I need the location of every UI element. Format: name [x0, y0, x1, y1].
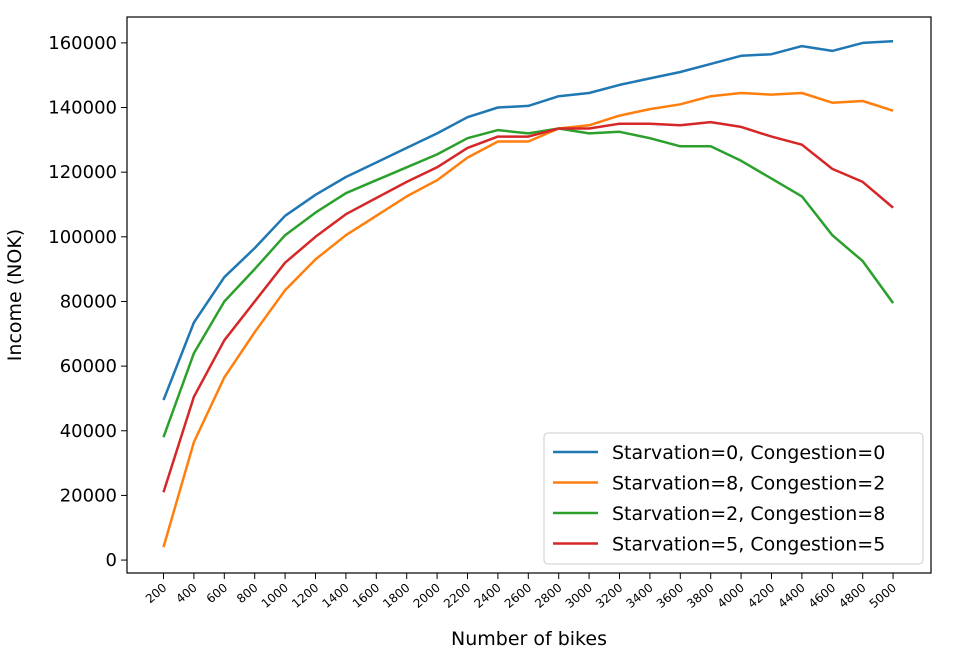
x-tick-label: 3400 — [623, 581, 655, 611]
y-axis: 0 20000 40000 60000 80000 100000 120000 140000 1… — [48, 33, 127, 571]
x-tick-label: 3200 — [593, 581, 625, 611]
x-tick-label: 4400 — [775, 581, 807, 611]
y-tick-label: 120000 — [48, 162, 117, 183]
x-tick-label: 4200 — [745, 581, 777, 611]
x-axis: 200 400 600 8001000120014001600180020002200… — [143, 573, 899, 611]
x-tick-label: 1800 — [380, 581, 412, 611]
y-tick-label: 40000 — [60, 421, 117, 442]
x-tick-label: 1400 — [319, 581, 351, 611]
y-tick-label: 160000 — [48, 33, 117, 54]
series-line-3 — [162, 127, 895, 438]
x-tick-label: 3600 — [654, 581, 686, 611]
x-tick-label: 2000 — [411, 581, 443, 611]
x-tick-label: 200 — [143, 581, 170, 606]
y-tick-label: 60000 — [60, 356, 117, 377]
plot-frame — [126, 16, 932, 574]
y-tick-label: 0 — [106, 550, 117, 571]
legend: Starvation=0, Congestion=0 Starvation=8, … — [543, 432, 924, 565]
x-tick-label: 3000 — [563, 581, 595, 611]
x-tick-label: 5000 — [867, 581, 899, 611]
y-tick-label: 140000 — [48, 98, 117, 119]
x-tick-label: 1000 — [259, 581, 291, 611]
x-tick-label: 2400 — [471, 581, 503, 611]
x-tick-label: 800 — [234, 581, 261, 606]
x-axis-label: Number of bikes — [451, 628, 607, 650]
x-tick-label: 400 — [173, 581, 200, 606]
series-layer — [162, 39, 895, 548]
y-axis-label: Income (NOK) — [4, 229, 26, 361]
x-tick-label: 4800 — [836, 581, 868, 611]
x-tick-label: 2600 — [502, 581, 534, 611]
x-tick-label: 4600 — [806, 581, 838, 611]
series-line-1 — [162, 39, 894, 401]
x-tick-label: 2800 — [532, 581, 564, 611]
x-tick-label: 600 — [204, 581, 231, 606]
y-tick-label: 20000 — [60, 485, 117, 506]
x-tick-label: 2200 — [441, 581, 473, 611]
x-tick-label: 1200 — [289, 581, 321, 611]
x-tick-label: 1600 — [350, 581, 382, 611]
legend-label: Starvation=2, Congestion=8 — [612, 503, 885, 525]
x-tick-label: 3800 — [684, 581, 716, 611]
y-tick-label: 100000 — [48, 227, 117, 248]
series-line-4 — [162, 120, 894, 493]
y-tick-label: 80000 — [60, 291, 117, 312]
legend-label: Starvation=0, Congestion=0 — [612, 442, 885, 464]
legend-label: Starvation=5, Congestion=5 — [612, 534, 885, 556]
series-line-2 — [162, 91, 894, 548]
legend-label: Starvation=8, Congestion=2 — [612, 473, 885, 495]
x-tick-label: 4000 — [715, 581, 747, 611]
legend-box — [543, 432, 924, 565]
